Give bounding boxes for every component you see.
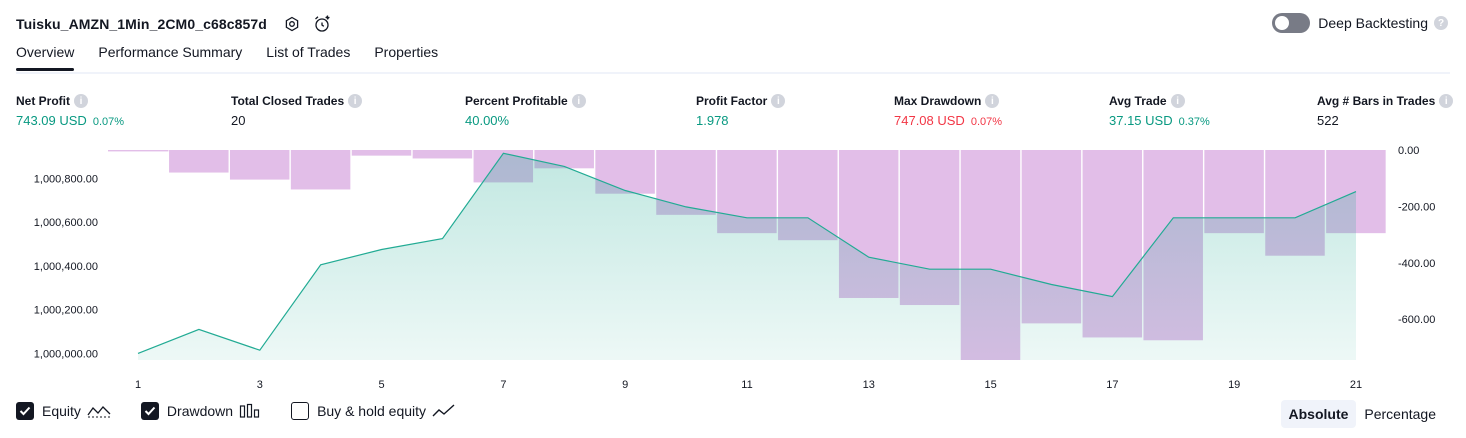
info-icon[interactable]: i [985,94,999,108]
right-axis-tick-label: -400.00 [1398,258,1435,270]
info-icon[interactable]: i [348,94,362,108]
chart-legend: Equity Drawdown Buy & hold equity [16,402,486,420]
drawdown-bar [352,150,412,156]
metric-value: 747.08 USD [894,113,965,128]
legend-label: Buy & hold equity [317,403,426,419]
deep-backtesting-label: Deep Backtesting [1318,15,1428,31]
drawdown-bar [108,150,168,151]
metric-value: 743.09 USD [16,113,87,128]
metric-total-closed-trades: Total Closed Trades i 20 [231,94,362,128]
metric-percent: 0.37% [1179,116,1210,128]
metric-label: Avg Trade [1109,94,1167,108]
drawdown-bars-icon [239,403,261,419]
deep-backtesting: Deep Backtesting ? [1272,13,1448,33]
deep-backtesting-toggle[interactable] [1272,13,1310,33]
add-alert-icon[interactable] [311,13,333,35]
info-icon[interactable]: i [771,94,785,108]
legend-label: Drawdown [167,403,233,419]
metric-value: 40.00% [465,113,509,128]
x-axis-tick-label: 17 [1106,379,1118,391]
metric-value: 1.978 [696,113,729,128]
drawdown-bar [230,150,290,180]
left-axis-tick-label: 1,000,200.00 [34,305,98,317]
x-axis-tick-label: 15 [984,379,996,391]
metric-percent: 0.07% [971,116,1002,128]
legend-buy-hold-equity[interactable]: Buy & hold equity [291,402,456,420]
metric-avg-trade: Avg Trade i 37.15 USD 0.37% [1109,94,1210,128]
drawdown-bar [169,150,229,173]
drawdown-checkbox[interactable] [141,402,159,420]
percentage-button[interactable]: Percentage [1356,400,1444,428]
value-mode-switch: Absolute Percentage [1281,400,1445,428]
tabs-divider [16,72,1450,74]
equity-drawdown-chart[interactable]: 1,000,000.00 1,000,200.00 1,000,400.00 1,00… [0,140,1466,395]
x-axis-tick-label: 3 [257,379,263,391]
legend-equity[interactable]: Equity [16,402,111,420]
metric-label: Net Profit [16,94,70,108]
info-icon[interactable]: i [74,94,88,108]
left-axis-tick-label: 1,000,800.00 [34,173,98,185]
x-axis-tick-label: 19 [1228,379,1240,391]
legend-label: Equity [42,403,81,419]
metrics-row: Net Profit i 743.09 USD 0.07% Total Closed… [0,94,1466,134]
x-axis-tick-label: 9 [622,379,628,391]
legend-drawdown[interactable]: Drawdown [141,402,261,420]
metric-avg-bars-in-trades: Avg # Bars in Trades i 522 [1317,94,1453,128]
strategy-name: Tuisku_AMZN_1Min_2CM0_c68c857d [16,16,267,32]
left-axis-tick-label: 1,000,600.00 [34,217,98,229]
metric-net-profit: Net Profit i 743.09 USD 0.07% [16,94,124,128]
info-icon[interactable]: i [572,94,586,108]
metric-value: 522 [1317,113,1339,128]
buy-hold-checkbox[interactable] [291,402,309,420]
help-icon[interactable]: ? [1434,16,1448,30]
strategy-header: Tuisku_AMZN_1Min_2CM0_c68c857d [16,12,333,36]
report-tabs: Overview Performance Summary List of Tra… [16,44,462,70]
tab-overview[interactable]: Overview [16,44,74,70]
tab-properties[interactable]: Properties [374,44,438,70]
x-axis-tick-label: 11 [741,379,752,391]
metric-value: 20 [231,113,245,128]
right-axis-tick-label: 0.00 [1398,145,1419,157]
tab-performance-summary[interactable]: Performance Summary [98,44,242,70]
x-axis-tick-label: 21 [1350,379,1362,391]
right-axis-tick-label: -600.00 [1398,314,1435,326]
metric-profit-factor: Profit Factor i 1.978 [696,94,785,128]
metric-max-drawdown: Max Drawdown i 747.08 USD 0.07% [894,94,1002,128]
metric-value: 37.15 USD [1109,113,1173,128]
metric-percent: 0.07% [93,116,124,128]
metric-label: Max Drawdown [894,94,981,108]
x-axis-tick-label: 13 [863,379,875,391]
settings-icon[interactable] [281,13,303,35]
x-axis-tick-label: 1 [135,379,141,391]
tab-list-of-trades[interactable]: List of Trades [266,44,350,70]
metric-label: Avg # Bars in Trades [1317,94,1435,108]
buy-hold-line-icon [432,403,456,419]
metric-label: Total Closed Trades [231,94,344,108]
metric-percent-profitable: Percent Profitable i 40.00% [465,94,586,128]
metric-label: Percent Profitable [465,94,568,108]
right-axis-tick-label: -200.00 [1398,201,1435,213]
left-axis-tick-label: 1,000,400.00 [34,261,98,273]
metric-label: Profit Factor [696,94,767,108]
absolute-button[interactable]: Absolute [1281,400,1357,428]
drawdown-bar [291,150,351,189]
equity-line-icon [87,403,111,419]
info-icon[interactable]: i [1439,94,1453,108]
equity-checkbox[interactable] [16,402,34,420]
x-axis-tick-label: 5 [379,379,385,391]
left-axis-tick-label: 1,000,000.00 [34,348,98,360]
info-icon[interactable]: i [1171,94,1185,108]
x-axis-tick-label: 7 [500,379,506,391]
drawdown-bar [413,150,473,158]
